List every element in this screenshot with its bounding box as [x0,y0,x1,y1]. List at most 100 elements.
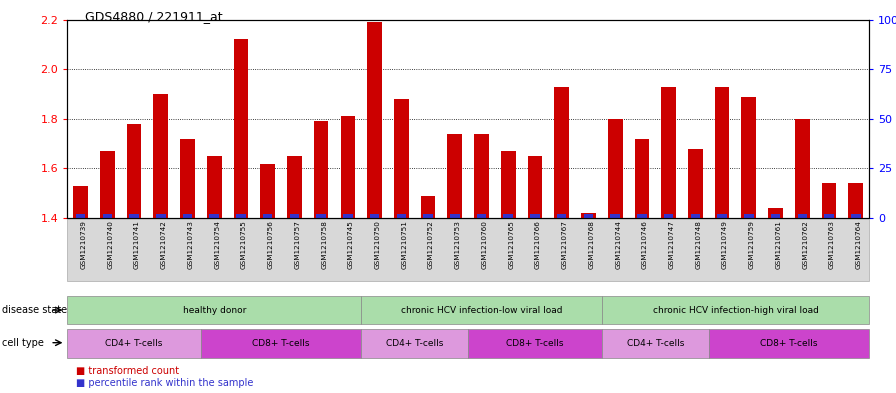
Text: disease state: disease state [2,305,67,315]
Text: GSM1210758: GSM1210758 [321,220,327,269]
Bar [742,97,756,218]
Bar [261,163,275,218]
Text: GSM1210757: GSM1210757 [295,220,300,269]
Bar [795,119,810,218]
Bar [555,86,569,218]
Bar [180,139,194,218]
Bar [528,156,542,218]
Text: GSM1210753: GSM1210753 [455,220,461,269]
Text: CD4+ T-cells: CD4+ T-cells [626,339,684,348]
Bar [634,139,650,218]
Bar [771,214,780,218]
Bar [370,214,379,218]
Text: GSM1210752: GSM1210752 [428,220,434,269]
Text: GSM1210748: GSM1210748 [695,220,702,269]
Bar [126,124,142,218]
Text: chronic HCV infection-low viral load: chronic HCV infection-low viral load [401,306,563,314]
Bar [744,214,754,218]
Bar [73,186,88,218]
Bar [421,196,435,218]
Bar [504,214,513,218]
Bar [797,214,807,218]
Bar [688,149,702,218]
Text: CD8+ T-cells: CD8+ T-cells [506,339,564,348]
Bar [234,40,248,218]
Bar [263,214,272,218]
Bar [501,151,515,218]
Text: GSM1210740: GSM1210740 [108,220,113,269]
Text: GDS4880 / 221911_at: GDS4880 / 221911_at [85,10,223,23]
Bar [340,116,355,218]
Bar [447,134,462,218]
Bar [474,134,489,218]
Bar [637,214,647,218]
Bar [583,214,593,218]
Bar [102,214,112,218]
Bar [530,214,539,218]
Text: GSM1210754: GSM1210754 [214,220,220,269]
Bar [851,214,860,218]
Text: GSM1210768: GSM1210768 [589,220,594,269]
Bar [450,214,460,218]
Text: GSM1210765: GSM1210765 [508,220,514,269]
Bar [477,214,487,218]
Bar [607,119,623,218]
Text: GSM1210760: GSM1210760 [481,220,487,269]
Bar [367,22,382,218]
Text: GSM1210749: GSM1210749 [722,220,728,269]
Bar [316,214,326,218]
Text: healthy donor: healthy donor [183,306,246,314]
Bar [718,214,727,218]
Text: GSM1210756: GSM1210756 [268,220,273,269]
Text: GSM1210755: GSM1210755 [241,220,247,269]
Bar [423,214,433,218]
Bar [661,86,676,218]
Text: CD8+ T-cells: CD8+ T-cells [253,339,310,348]
Bar [183,214,193,218]
Text: GSM1210767: GSM1210767 [562,220,568,269]
Text: chronic HCV infection-high viral load: chronic HCV infection-high viral load [652,306,818,314]
Text: GSM1210751: GSM1210751 [401,220,408,269]
Bar [156,214,166,218]
Text: cell type: cell type [2,338,44,349]
Text: CD4+ T-cells: CD4+ T-cells [106,339,163,348]
Bar [343,214,353,218]
Bar [237,214,246,218]
Bar [289,214,299,218]
Bar [768,208,783,218]
Text: GSM1210761: GSM1210761 [776,220,781,269]
Bar [664,214,674,218]
Text: GSM1210742: GSM1210742 [160,220,167,269]
Bar [691,214,700,218]
Text: GSM1210745: GSM1210745 [348,220,354,269]
Text: GSM1210764: GSM1210764 [856,220,862,269]
Bar [715,86,729,218]
Text: CD4+ T-cells: CD4+ T-cells [386,339,444,348]
Text: ■ transformed count: ■ transformed count [76,366,179,376]
Bar [129,214,139,218]
Bar [100,151,115,218]
Text: GSM1210743: GSM1210743 [187,220,194,269]
Bar [314,121,329,218]
Bar [824,214,834,218]
Text: GSM1210766: GSM1210766 [535,220,541,269]
Text: GSM1210746: GSM1210746 [642,220,648,269]
Text: GSM1210750: GSM1210750 [375,220,381,269]
Text: GSM1210741: GSM1210741 [134,220,140,269]
Bar [76,214,85,218]
Text: GSM1210739: GSM1210739 [81,220,87,269]
Bar [822,184,836,218]
Bar [849,184,863,218]
Bar [610,214,620,218]
Text: GSM1210762: GSM1210762 [802,220,808,269]
Text: GSM1210759: GSM1210759 [749,220,754,269]
Text: GSM1210763: GSM1210763 [829,220,835,269]
Text: GSM1210747: GSM1210747 [668,220,675,269]
Bar [394,99,409,218]
Bar [153,94,168,218]
Text: CD8+ T-cells: CD8+ T-cells [760,339,818,348]
Bar [207,156,221,218]
Bar [287,156,302,218]
Bar [582,213,596,218]
Bar [210,214,219,218]
